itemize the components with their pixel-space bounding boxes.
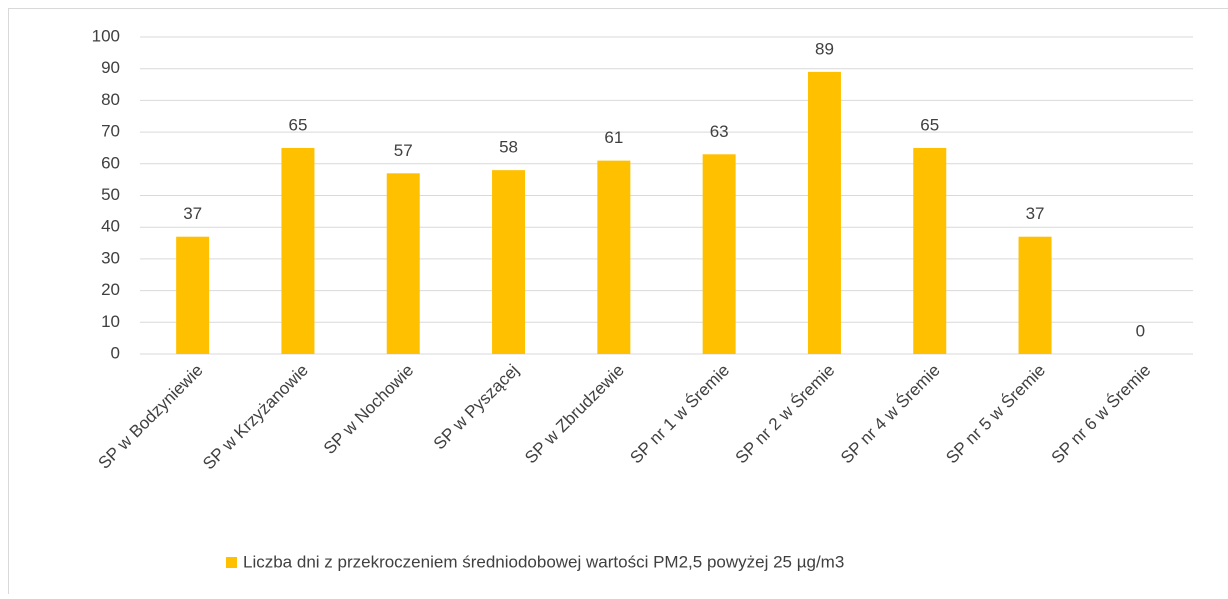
legend-label: Liczba dni z przekroczeniem średniodobow… xyxy=(243,552,844,571)
y-tick-label: 90 xyxy=(101,58,120,77)
data-label: 65 xyxy=(288,115,307,134)
y-tick-label: 100 xyxy=(92,26,120,45)
y-tick-label: 80 xyxy=(101,90,120,109)
data-label: 37 xyxy=(1026,204,1045,223)
y-tick-label: 60 xyxy=(101,153,120,172)
y-tick-label: 0 xyxy=(111,343,120,362)
y-tick-label: 20 xyxy=(101,280,120,299)
legend-swatch xyxy=(226,557,237,568)
data-label: 89 xyxy=(815,39,834,58)
y-tick-label: 30 xyxy=(101,248,120,267)
bar xyxy=(281,148,314,354)
bar xyxy=(808,72,841,354)
bar xyxy=(913,148,946,354)
bar xyxy=(703,154,736,354)
data-label: 0 xyxy=(1136,321,1145,340)
y-tick-label: 10 xyxy=(101,312,120,331)
bar xyxy=(387,173,420,354)
bar xyxy=(492,170,525,354)
bar xyxy=(597,161,630,354)
y-tick-label: 50 xyxy=(101,185,120,204)
y-tick-label: 70 xyxy=(101,122,120,141)
data-label: 61 xyxy=(604,128,623,147)
data-label: 65 xyxy=(920,115,939,134)
y-tick-label: 40 xyxy=(101,217,120,236)
data-label: 58 xyxy=(499,138,518,157)
bar xyxy=(1019,237,1052,354)
data-label: 37 xyxy=(183,204,202,223)
data-label: 57 xyxy=(394,141,413,160)
data-label: 63 xyxy=(710,122,729,141)
bar xyxy=(176,237,209,354)
